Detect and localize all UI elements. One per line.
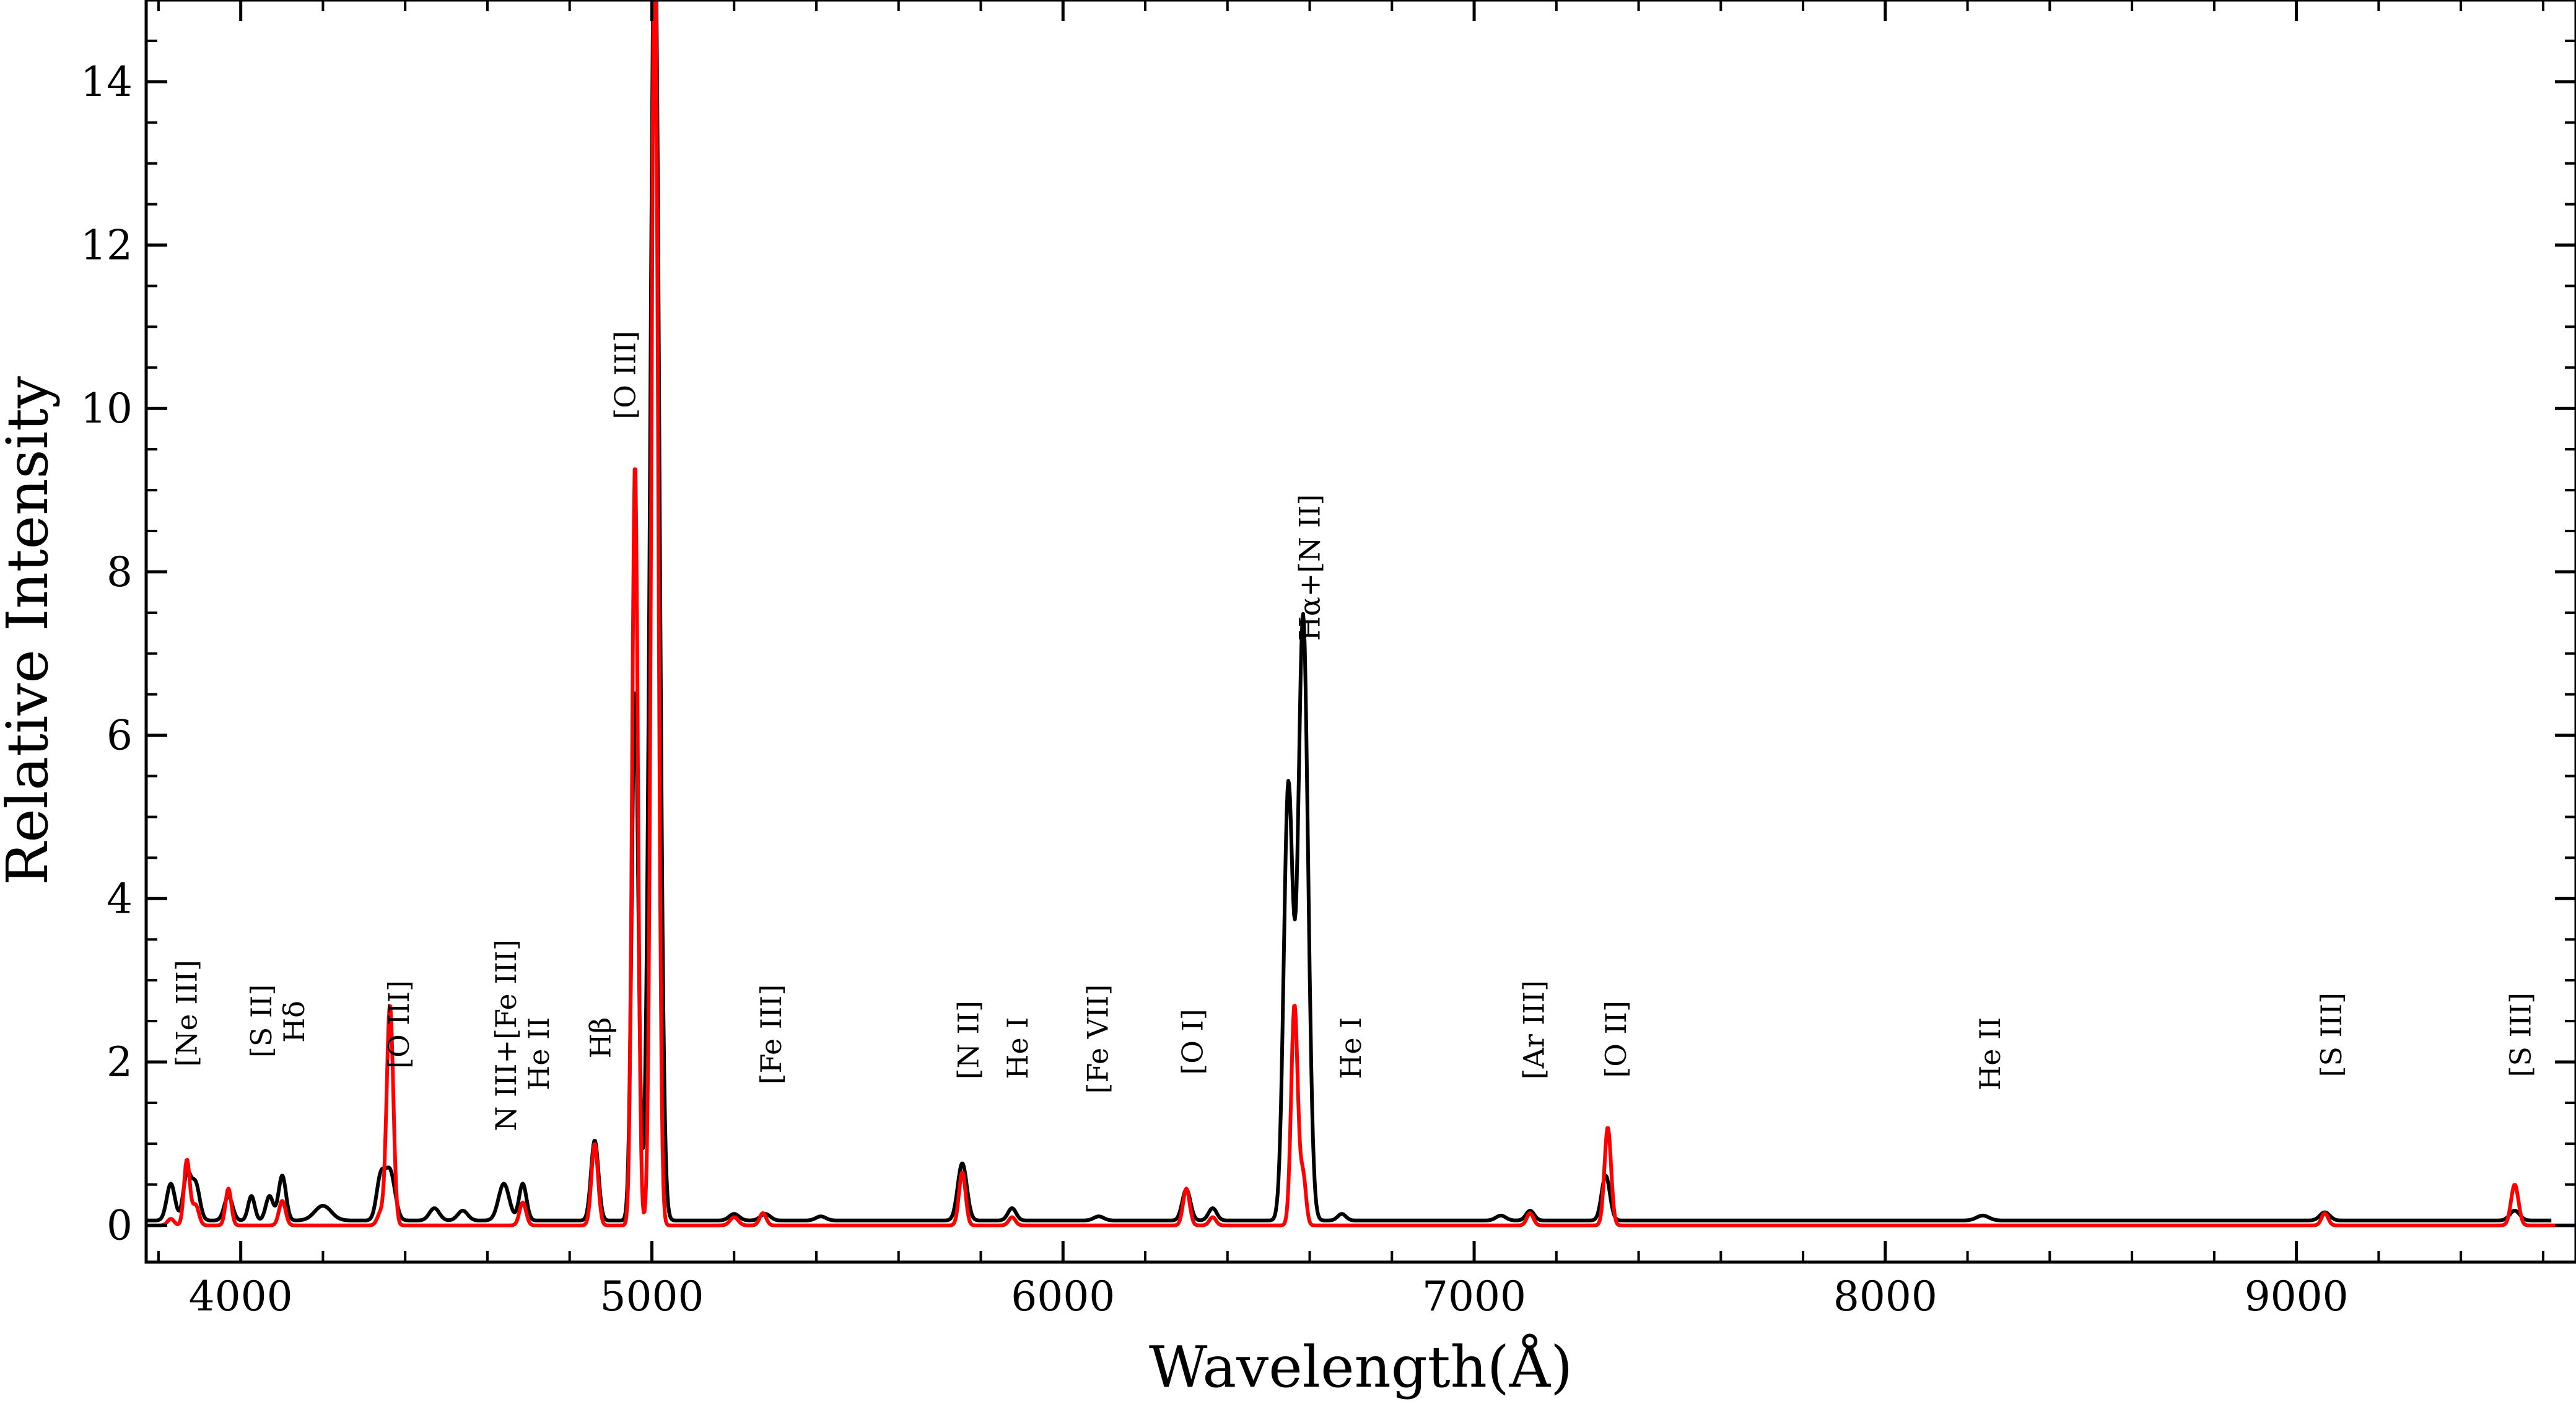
series-layer [146,0,2576,1227]
emission-line-label: He I [1001,1017,1034,1079]
emission-line-label: Hδ [277,1001,311,1043]
emission-line-label: [O III] [608,331,642,419]
emission-line-label: [O I] [1176,1009,1209,1074]
emission-line-label: [S III] [2504,993,2537,1077]
emission-line-label: [S II] [245,985,278,1058]
y-tick-label: 0 [107,1202,133,1250]
x-tick-label: 9000 [2245,1273,2349,1320]
x-tick-label: 4000 [189,1273,293,1320]
emission-line-label: Hα+[N II] [1293,494,1327,641]
y-tick-label: 4 [107,875,133,923]
y-tick-label: 8 [107,548,133,596]
emission-line-label: [N II] [952,1001,985,1079]
tick-layer: 4000 5000 6000 7000 8000 9000 0 2 4 6 8 10 12 14 [81,0,2576,1320]
emission-line-label: He II [522,1017,556,1090]
emission-line-label: [S III] [2315,993,2348,1077]
y-tick-label: 6 [107,712,133,760]
emission-line-label: [Ar III] [1517,980,1550,1079]
emission-line-label: [Fe III] [754,985,788,1085]
x-tick-label: 5000 [600,1273,704,1320]
annotation-layer: [Ne III] [S II] Hδ [O III] N III+[Fe III] He … [170,331,2538,1131]
y-tick-label: 12 [81,222,133,270]
emission-line-label: [Ne III] [170,960,204,1067]
y-tick-label: 2 [107,1038,133,1086]
emission-line-label: [Fe VII] [1081,985,1115,1094]
x-tick-label: 7000 [1422,1273,1526,1320]
y-tick-label: 14 [81,58,133,106]
plot-frame [144,0,2576,1264]
y-tick-label: 10 [81,385,133,432]
x-tick-label: 8000 [1833,1273,1937,1320]
emission-line-label: [O II] [1599,1001,1633,1078]
x-tick-label: 6000 [1011,1273,1115,1320]
emission-line-label: N III+[Fe III] [489,939,523,1131]
emission-line-label: He II [1973,1017,2007,1090]
x-axis-title: Wavelength(Å) [1149,1333,1573,1400]
series-line-0 [146,0,2552,1222]
emission-line-label: Hβ [584,1017,618,1059]
series-line-1 [146,0,2576,1227]
y-axis-title: Relative Intensity [0,376,61,885]
emission-line-label: He I [1334,1017,1368,1079]
emission-line-label: [O III] [382,980,416,1069]
